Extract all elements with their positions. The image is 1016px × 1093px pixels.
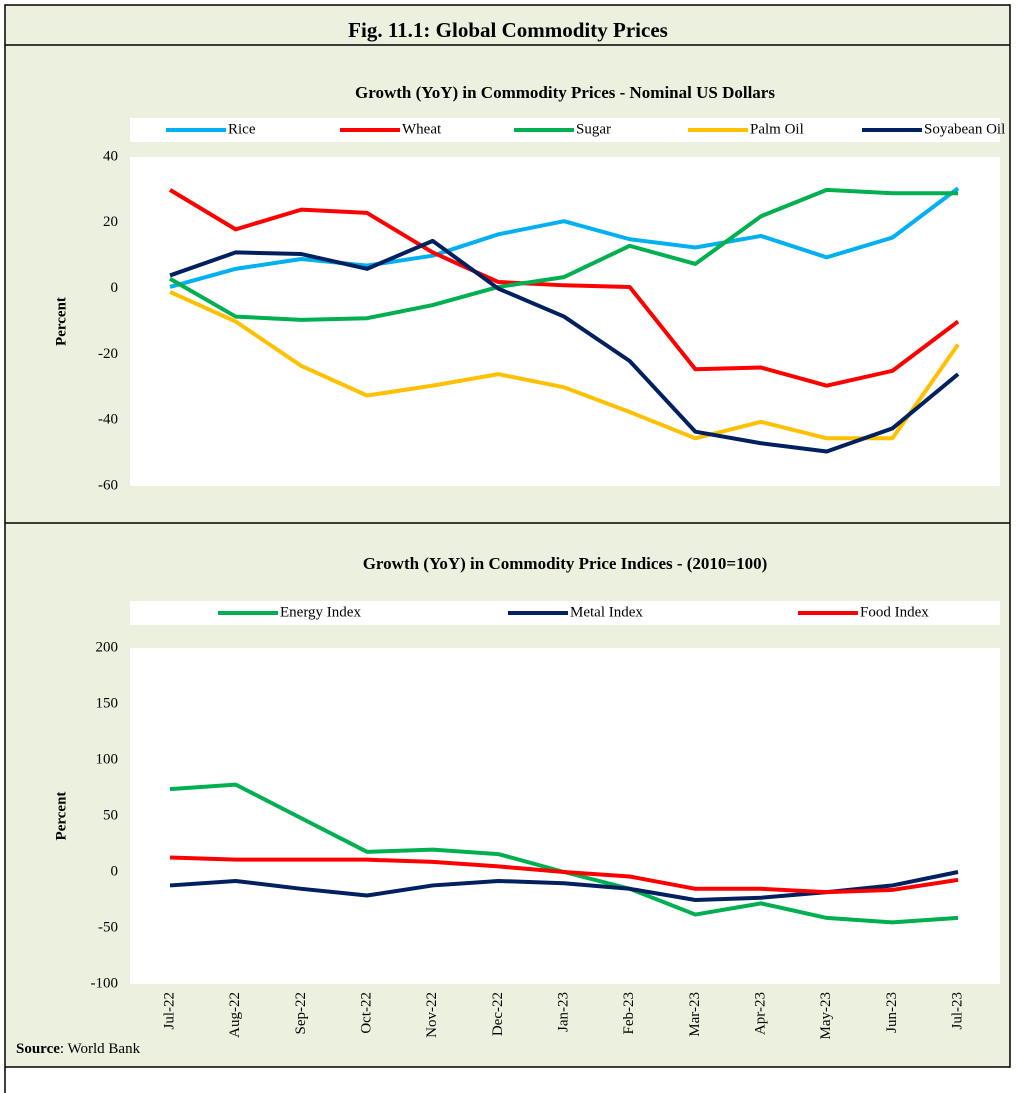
legend-label: Metal Index (570, 604, 643, 620)
y-axis-label: Percent (53, 297, 69, 346)
y-tick-label: 100 (96, 751, 119, 767)
legend-label: Sugar (576, 121, 611, 137)
y-axis-label: Percent (53, 792, 69, 841)
x-tick-label: Jun-23 (884, 992, 900, 1033)
x-tick-label: Mar-23 (687, 992, 703, 1037)
y-tick-label: 200 (96, 639, 119, 655)
y-tick-label: 40 (103, 148, 118, 164)
y-tick-label: -20 (98, 346, 118, 362)
plot-area (130, 648, 1000, 984)
y-tick-label: -40 (98, 412, 118, 428)
y-tick-label: 0 (111, 863, 119, 879)
legend-label: Palm Oil (750, 121, 804, 137)
x-tick-label: Apr-23 (752, 992, 768, 1035)
x-tick-label: Feb-23 (621, 992, 637, 1035)
x-tick-label: Sep-22 (293, 992, 309, 1035)
legend-label: Wheat (402, 121, 442, 137)
y-tick-label: -60 (98, 477, 118, 493)
y-tick-label: 20 (103, 214, 118, 230)
series-line (169, 187, 959, 322)
y-tick-label: -50 (98, 919, 118, 935)
x-tick-label: Jul-23 (949, 992, 965, 1030)
chart-title: Growth (YoY) in Commodity Price Indices … (363, 554, 768, 573)
plot-area (130, 157, 1000, 486)
source-text: : World Bank (60, 1041, 141, 1057)
source-label: Source (16, 1041, 60, 1057)
x-tick-label: Aug-22 (227, 992, 243, 1038)
y-tick-label: 0 (111, 280, 119, 296)
chart-title: Growth (YoY) in Commodity Prices - Nomin… (355, 83, 775, 102)
legend-label: Soyabean Oil (924, 121, 1005, 137)
x-tick-label: Dec-22 (490, 992, 506, 1036)
x-tick-label: Jul-22 (161, 992, 177, 1030)
x-tick-label: Nov-22 (424, 992, 440, 1038)
y-tick-label: -100 (91, 975, 119, 991)
x-tick-label: May-23 (818, 992, 834, 1040)
y-tick-label: 150 (96, 695, 119, 711)
figure-title: Fig. 11.1: Global Commodity Prices (348, 18, 668, 42)
series-line (169, 238, 960, 454)
legend-label: Energy Index (280, 604, 361, 620)
legend-label: Food Index (860, 604, 929, 620)
series-line (169, 290, 960, 441)
x-tick-label: Jan-23 (555, 992, 571, 1032)
series-line (168, 188, 960, 388)
source: Source: World Bank (16, 1041, 141, 1057)
x-tick-label: Oct-22 (358, 992, 374, 1034)
y-tick-label: 50 (103, 807, 118, 823)
series-line (169, 186, 960, 289)
series-line (169, 855, 959, 895)
legend-label: Rice (228, 121, 256, 137)
